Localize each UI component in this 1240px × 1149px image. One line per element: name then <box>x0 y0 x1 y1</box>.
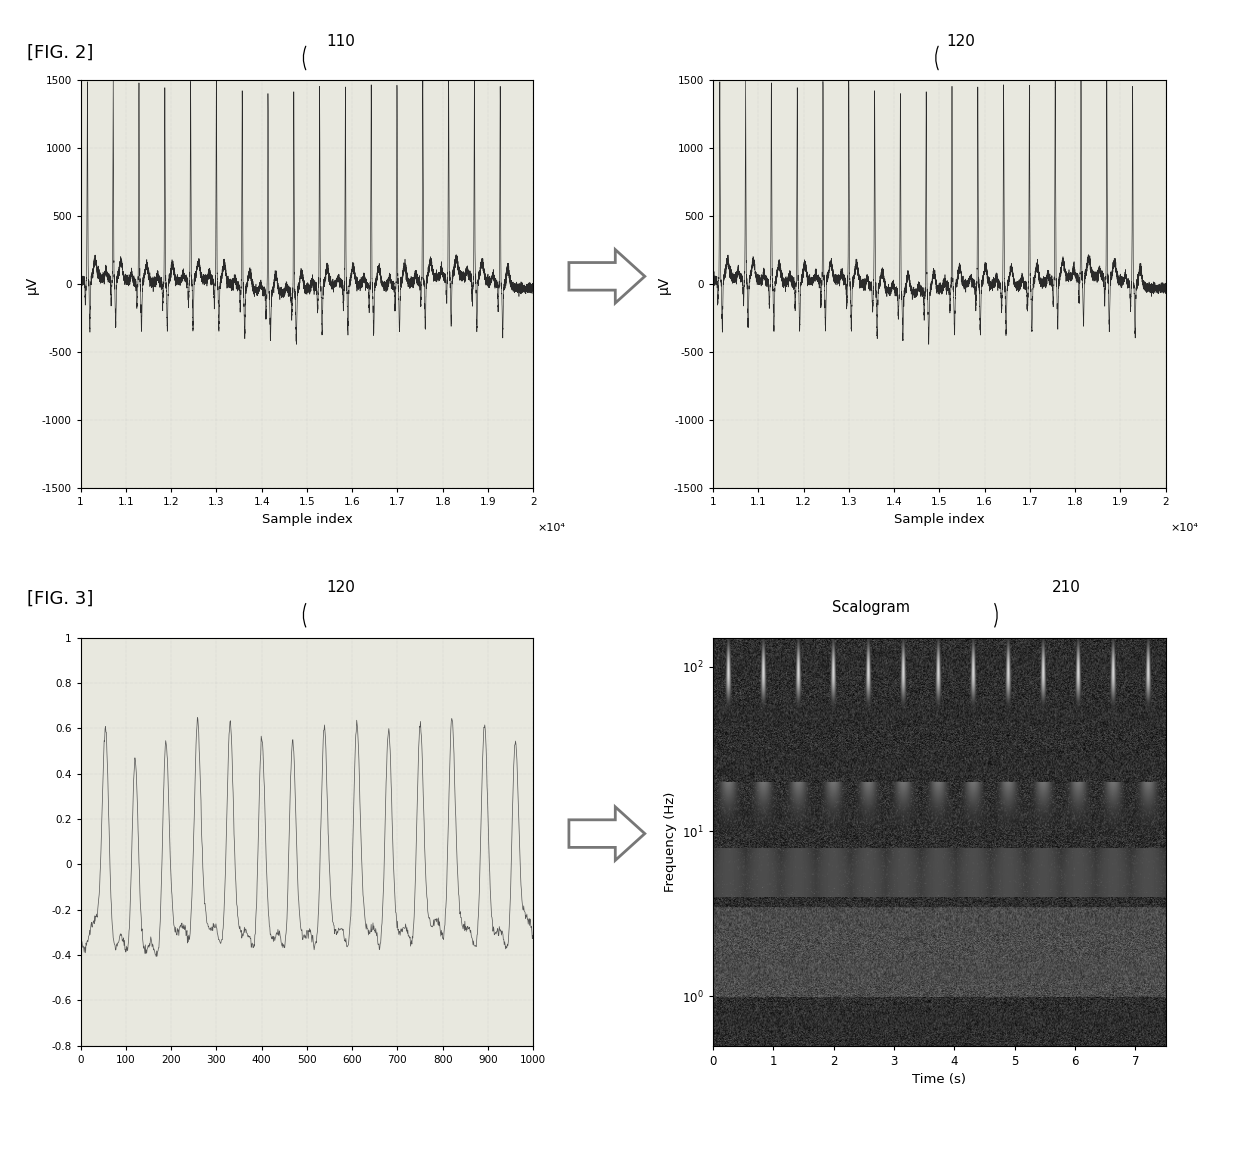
Text: 110: 110 <box>326 34 356 49</box>
Text: [FIG. 2]: [FIG. 2] <box>27 44 94 62</box>
FancyArrow shape <box>569 807 645 861</box>
Text: ×10⁴: ×10⁴ <box>1171 523 1198 533</box>
Y-axis label: μV: μV <box>657 276 671 293</box>
X-axis label: Sample index: Sample index <box>262 512 352 526</box>
Y-axis label: Frequency (Hz): Frequency (Hz) <box>663 792 677 892</box>
X-axis label: Time (s): Time (s) <box>913 1073 966 1086</box>
Text: ×10⁴: ×10⁴ <box>538 523 565 533</box>
X-axis label: Sample index: Sample index <box>894 512 985 526</box>
Text: [FIG. 3]: [FIG. 3] <box>27 589 94 608</box>
Y-axis label: μV: μV <box>25 276 38 293</box>
Text: Scalogram: Scalogram <box>832 600 910 615</box>
Text: 210: 210 <box>1052 580 1081 595</box>
Text: 120: 120 <box>326 580 356 595</box>
FancyArrow shape <box>569 249 645 303</box>
Text: 120: 120 <box>946 34 976 49</box>
